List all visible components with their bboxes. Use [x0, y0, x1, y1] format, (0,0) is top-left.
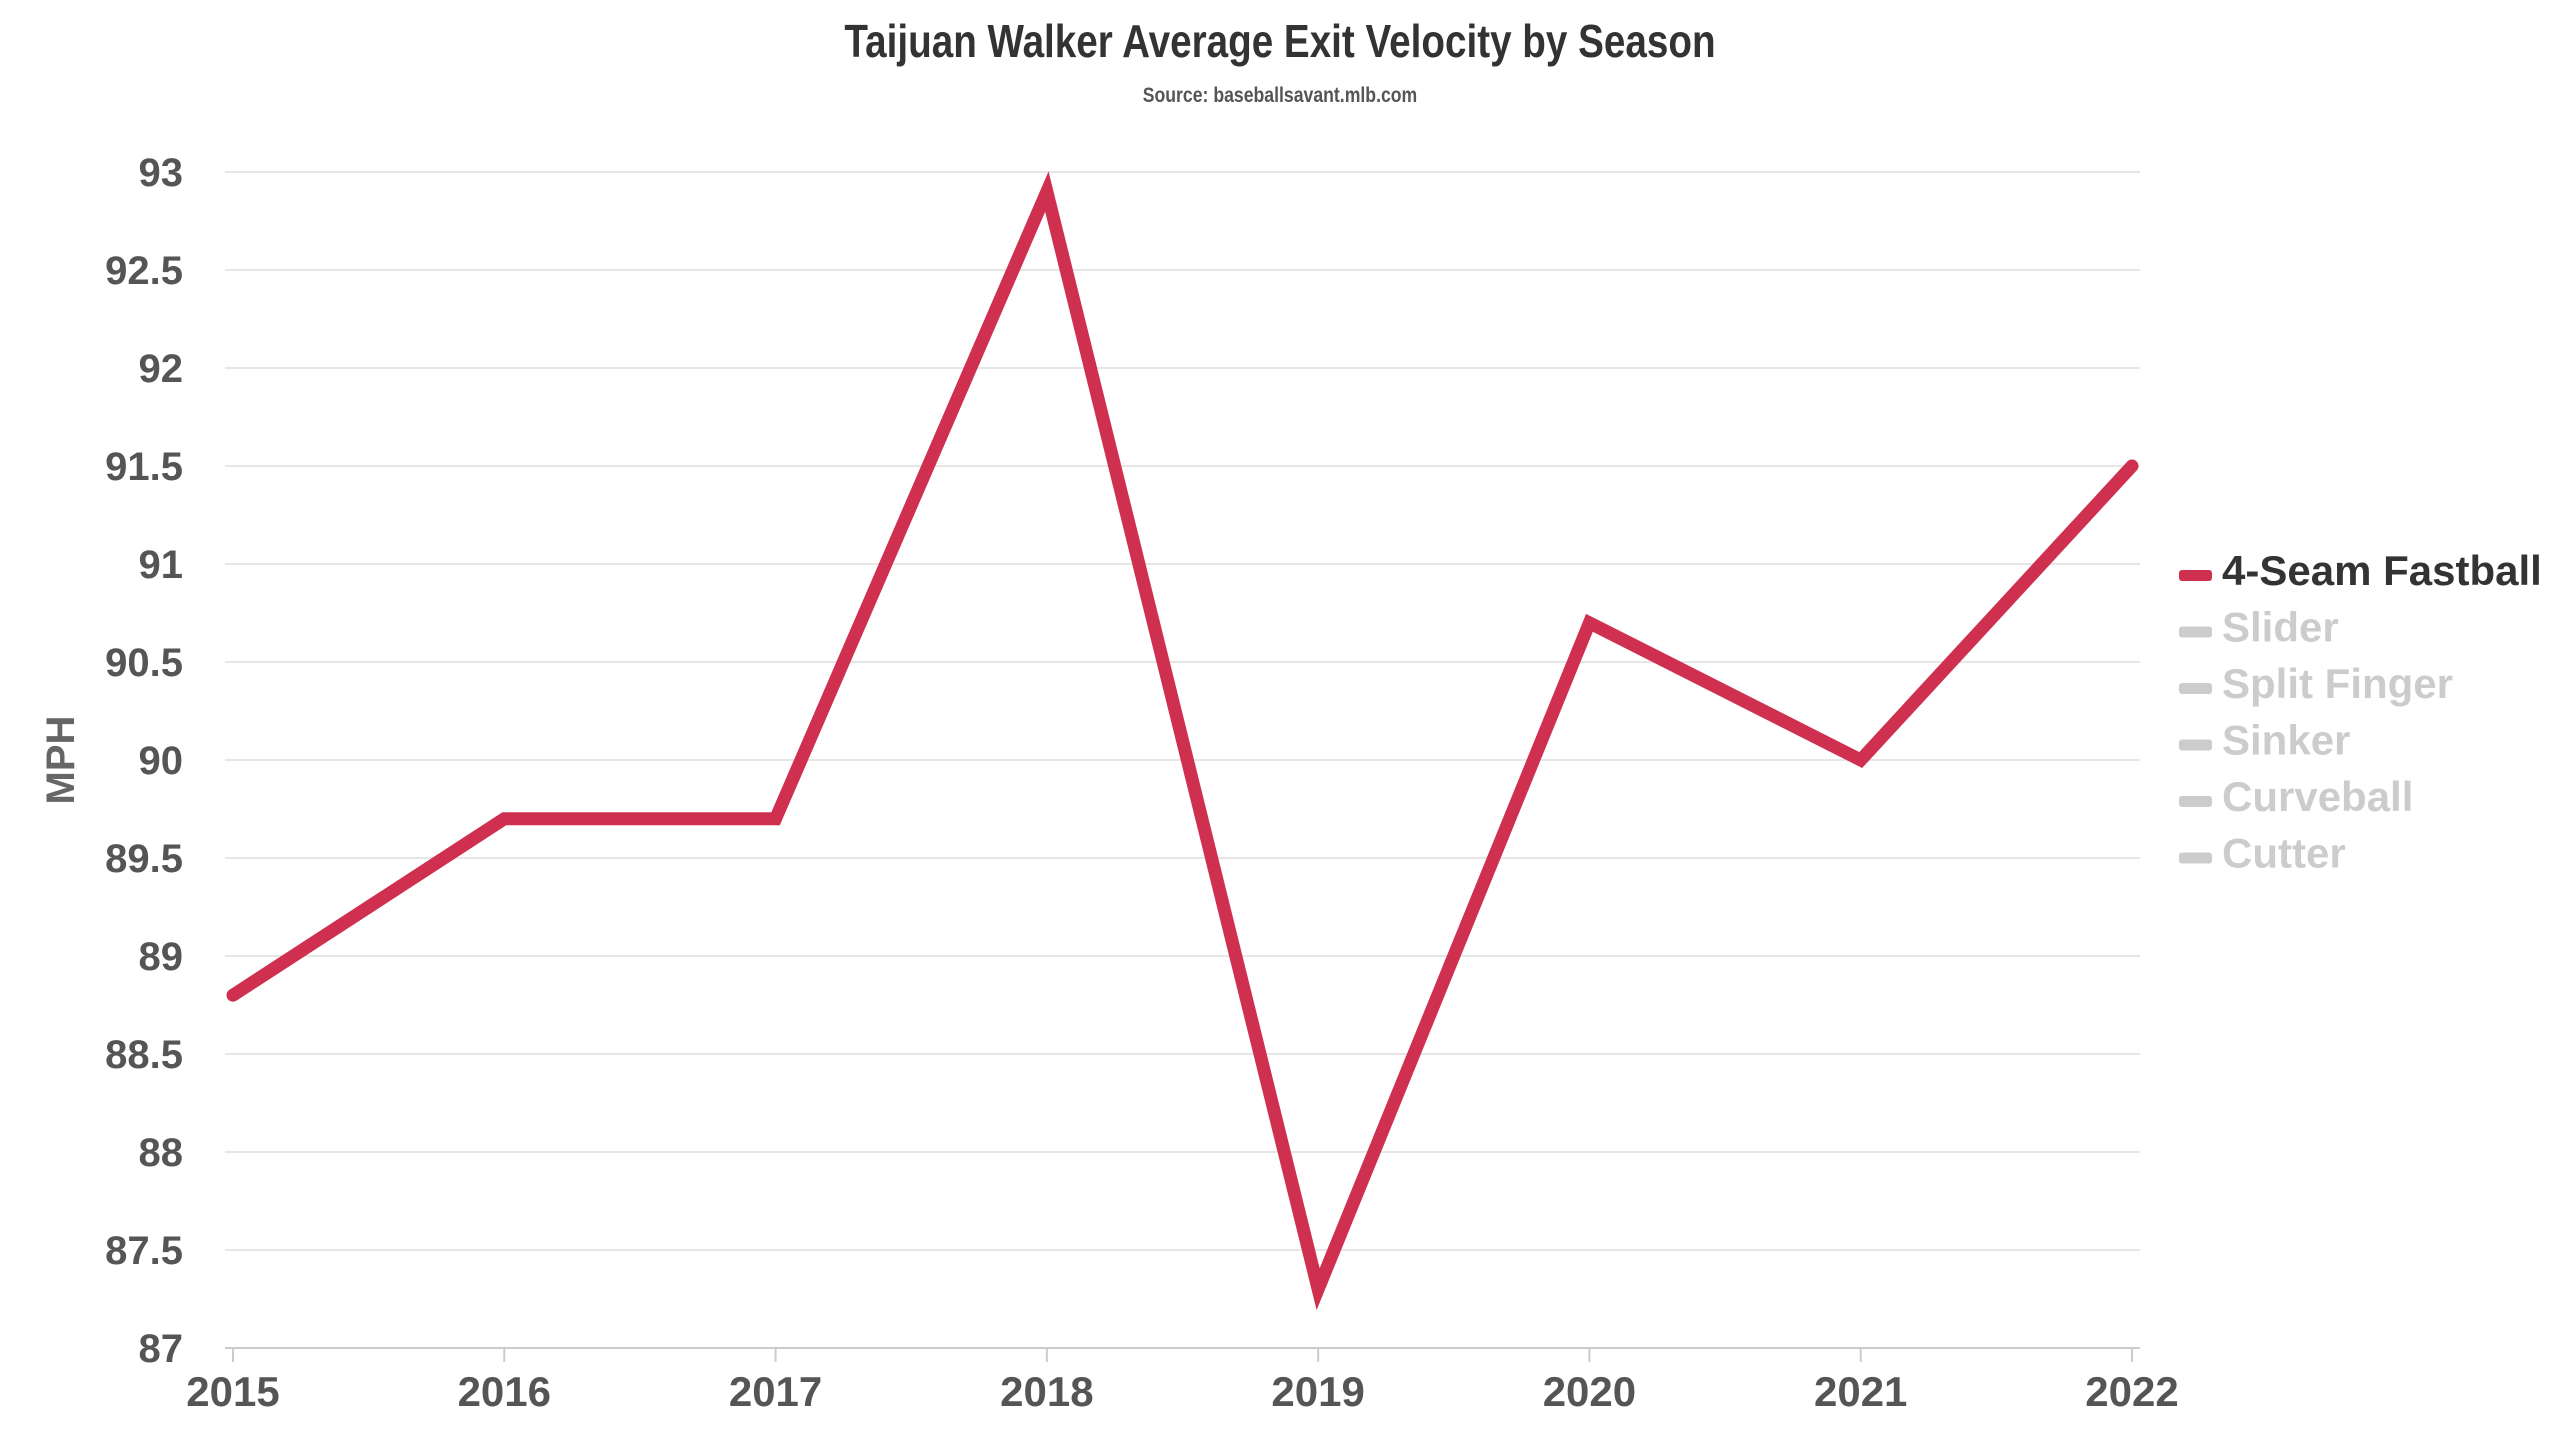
- legend-label: Split Finger: [2222, 660, 2453, 707]
- y-tick-label: 89: [139, 935, 184, 979]
- legend-item[interactable]: Cutter: [2179, 830, 2346, 877]
- series-line-fastball: [226, 171, 2139, 1311]
- legend-label: 4-Seam Fastball: [2222, 547, 2542, 594]
- y-axis-label: MPH: [39, 716, 83, 805]
- legend-swatch: [2179, 852, 2212, 864]
- series-lines: [226, 171, 2139, 1311]
- y-tick-label: 87: [139, 1327, 184, 1371]
- y-tick-label: 93: [139, 151, 184, 195]
- x-tick-label: 2017: [729, 1368, 822, 1415]
- y-tick-label: 87.5: [105, 1229, 183, 1273]
- y-tick-label: 92.5: [105, 249, 183, 293]
- data-point: [1857, 757, 1864, 763]
- y-tick-label: 90.5: [105, 641, 183, 685]
- data-point: [1315, 1286, 1322, 1293]
- legend-swatch: [2179, 570, 2212, 581]
- x-tick-label: 2019: [1271, 1368, 1364, 1415]
- chart-title: Taijuan Walker Average Exit Velocity by …: [844, 15, 1716, 67]
- legend: 4-Seam Fastball Slider Split Finger Sinker C…: [2179, 547, 2542, 877]
- legend-item[interactable]: 4-Seam Fastball: [2179, 547, 2542, 594]
- axes: 87 87.5 88 88.5 89 89.5 90 90.5 91 91.5 92 92.5 93 20…: [39, 151, 2179, 1415]
- legend-item[interactable]: Slider: [2179, 604, 2339, 651]
- y-tick-label: 88: [139, 1131, 184, 1175]
- legend-swatch: [2179, 626, 2212, 638]
- legend-item[interactable]: Split Finger: [2179, 660, 2453, 707]
- x-tick-label: 2016: [458, 1368, 551, 1415]
- data-point: [1043, 188, 1050, 195]
- legend-swatch: [2179, 683, 2212, 694]
- gridlines: [225, 171, 2140, 1251]
- legend-label: Sinker: [2222, 717, 2350, 764]
- legend-label: Cutter: [2222, 830, 2346, 877]
- x-tick-label: 2021: [1814, 1368, 1907, 1415]
- y-tick-label: 91.5: [105, 445, 183, 489]
- y-tick-label: 91: [139, 543, 184, 587]
- legend-label: Curveball: [2222, 773, 2413, 820]
- y-tick-label: 88.5: [105, 1033, 183, 1077]
- y-tick-label: 89.5: [105, 837, 183, 881]
- data-point: [501, 815, 508, 822]
- legend-item[interactable]: Sinker: [2179, 717, 2350, 764]
- data-point: [772, 815, 779, 822]
- legend-label: Slider: [2222, 604, 2339, 651]
- data-point: [2129, 463, 2135, 469]
- y-tick-label: 90: [139, 739, 184, 783]
- x-tick-label: 2020: [1543, 1368, 1636, 1415]
- data-point: [1586, 619, 1593, 626]
- legend-swatch: [2179, 739, 2212, 751]
- data-point: [230, 992, 236, 999]
- chart-subtitle: Source: baseballsavant.mlb.com: [1142, 84, 1418, 107]
- y-tick-label: 92: [139, 347, 184, 391]
- x-tick-label: 2018: [1000, 1368, 1093, 1415]
- x-tick-label: 2015: [186, 1368, 279, 1415]
- legend-item[interactable]: Curveball: [2179, 773, 2413, 820]
- legend-swatch: [2179, 796, 2212, 807]
- x-tick-label: 2022: [2085, 1368, 2178, 1415]
